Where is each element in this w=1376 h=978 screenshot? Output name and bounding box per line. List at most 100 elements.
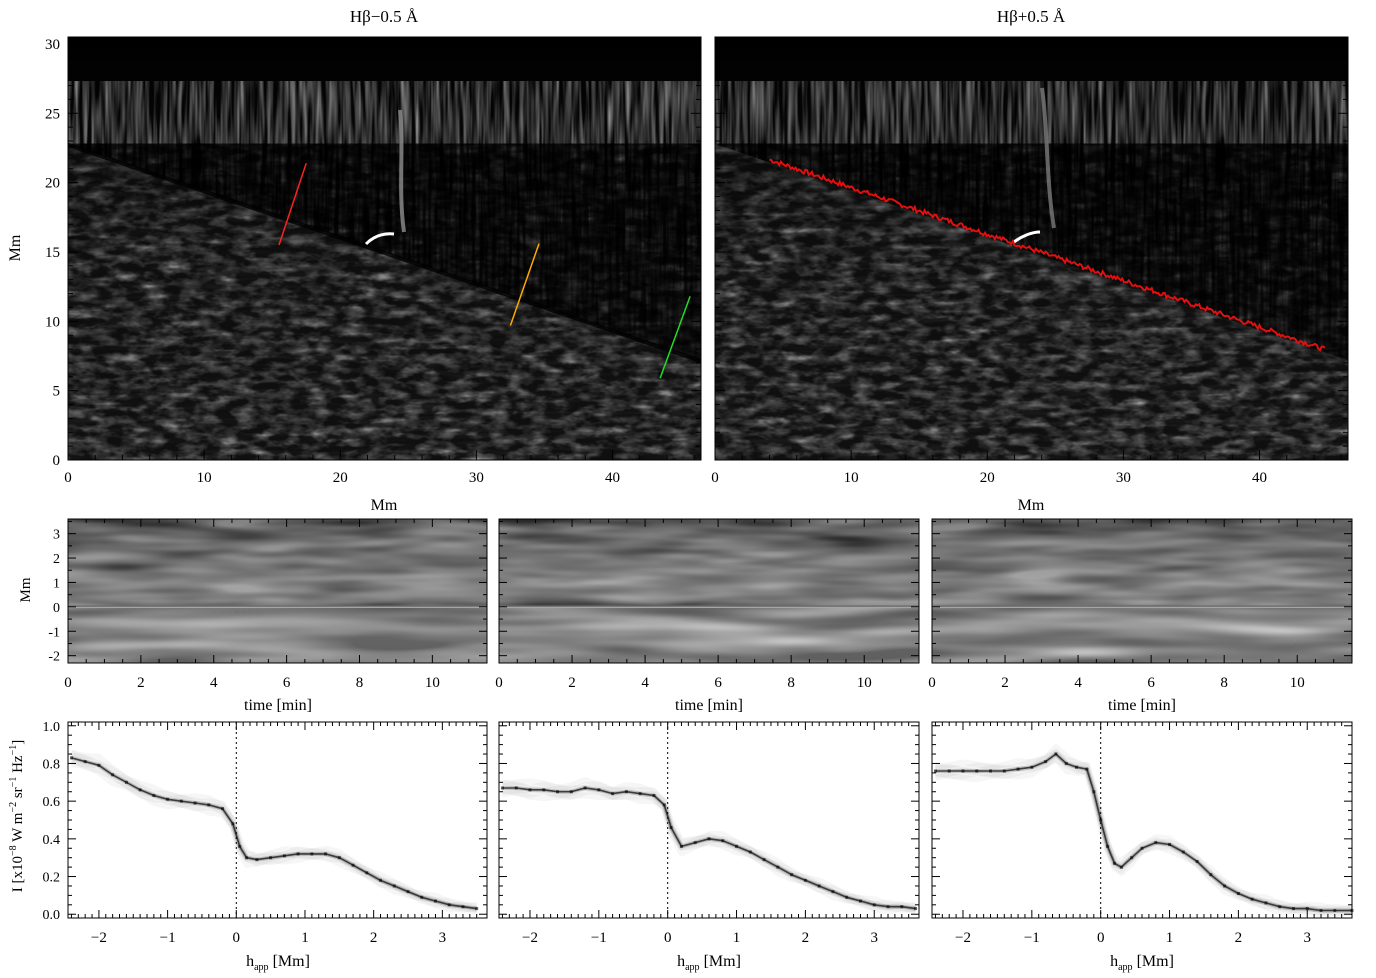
x-tick-label-mid: 4	[210, 675, 218, 691]
y-tick-label-mid: -2	[48, 650, 60, 665]
profile-point	[1195, 859, 1199, 863]
time-slice-texture-upper	[932, 519, 1352, 606]
jet-feature	[1040, 87, 1056, 229]
x-tick-label-top-right: 10	[844, 470, 859, 486]
profile-point	[638, 792, 642, 796]
profile-point	[831, 890, 835, 894]
profile-bg	[499, 722, 919, 918]
x-tick-label-top-left: 30	[469, 470, 484, 486]
profile-point	[152, 794, 156, 797]
profile-point	[324, 852, 328, 856]
profile-point	[97, 763, 101, 767]
frame-top-right	[714, 36, 1349, 461]
profile-point	[111, 773, 115, 777]
profile-point	[845, 895, 849, 899]
profile-point	[817, 884, 821, 888]
x-tick-label-mid: 10	[1290, 675, 1305, 691]
profile-point	[790, 873, 794, 877]
profile-point	[669, 826, 673, 830]
disk-fibrils	[715, 143, 1348, 460]
profile-point	[221, 807, 225, 811]
profile-point	[1030, 765, 1034, 769]
profile-point	[1264, 901, 1268, 905]
bright-feature	[364, 232, 395, 246]
disk-fibrils	[68, 143, 701, 460]
profile-point	[1250, 897, 1254, 901]
frame-middle-1	[67, 518, 488, 664]
x-tick-label-top-left: 10	[197, 470, 212, 486]
x-tick-label-bot: 2	[802, 930, 810, 946]
x-tick-label-bot: −1	[591, 930, 607, 946]
profile-point	[961, 769, 965, 773]
profile-point	[1075, 765, 1079, 769]
y-tick-label-bot: 1.0	[43, 720, 61, 735]
title-left: Hβ−0.5 Å	[350, 7, 419, 26]
x-tick-label-bot: 0	[664, 930, 672, 946]
profile-point	[748, 850, 752, 854]
x-tick-label-bot: 1	[1166, 930, 1174, 946]
profile-point	[1130, 856, 1134, 860]
profile-point	[569, 790, 573, 794]
profile-point	[776, 865, 780, 869]
time-slice-texture-lower	[68, 608, 487, 663]
jet-feature	[398, 109, 406, 233]
y-tick-label-top: 20	[45, 176, 60, 192]
profile-point	[1002, 769, 1006, 773]
x-tick-label-mid: 0	[495, 675, 503, 691]
y-tick-label-bot: 0.4	[43, 833, 61, 848]
profile-point	[803, 878, 807, 882]
profile-point	[624, 790, 628, 794]
x-tick-label-mid: 4	[641, 675, 649, 691]
profile-point	[83, 760, 87, 764]
profile-bg	[68, 722, 487, 918]
x-tick-label-mid: 4	[1074, 675, 1082, 691]
x-tick-label-bot: 2	[370, 930, 378, 946]
profile-point	[207, 803, 211, 807]
x-tick-label-top-right: 30	[1116, 470, 1131, 486]
profile-point	[693, 841, 697, 845]
profile-point	[179, 799, 183, 803]
profile-point	[872, 903, 876, 907]
profile-point	[337, 856, 341, 860]
x-tick-label-top-left: 0	[64, 470, 72, 486]
x-tick-label-mid: 8	[1220, 675, 1228, 691]
profile-point	[975, 769, 979, 773]
x-tick-label-top-right: 0	[711, 470, 719, 486]
profile-point	[69, 756, 73, 760]
ylabel-top: Mm	[7, 234, 24, 261]
profile-panel-3	[932, 722, 1354, 918]
profile-point	[1236, 892, 1240, 895]
profile-point	[1016, 767, 1020, 771]
cut-line-1	[278, 162, 307, 246]
profile-point	[1085, 767, 1089, 771]
profile-point	[679, 844, 683, 848]
time-slice-panels	[68, 519, 1352, 663]
profile-point	[989, 769, 993, 773]
y-tick-label-top: 15	[45, 245, 60, 261]
profile-point	[1333, 908, 1337, 912]
profile-point	[721, 839, 725, 843]
profile-point	[528, 788, 532, 792]
x-tick-label-top-right: 20	[980, 470, 995, 486]
x-tick-label-bot: 1	[733, 930, 741, 946]
x-tick-label-mid: 8	[356, 675, 364, 691]
cut-line-3	[659, 296, 691, 379]
profile-point	[1154, 841, 1158, 845]
x-tick-label-bot: −2	[522, 930, 538, 946]
profile-point	[886, 905, 890, 909]
x-tick-label-mid: 10	[857, 675, 872, 691]
y-tick-label-top: 30	[45, 37, 60, 53]
profile-point	[1223, 884, 1227, 888]
profile-point	[1209, 873, 1213, 877]
time-slice-3	[932, 519, 1352, 663]
time-slice-texture-upper	[499, 519, 919, 606]
x-tick-label-mid: 2	[137, 675, 145, 691]
time-slice-texture-lower	[932, 608, 1352, 663]
profile-point	[900, 905, 904, 909]
profile-point	[914, 907, 918, 911]
profile-point	[662, 803, 666, 807]
profile-point	[947, 769, 951, 773]
x-tick-label-top-left: 20	[333, 470, 348, 486]
